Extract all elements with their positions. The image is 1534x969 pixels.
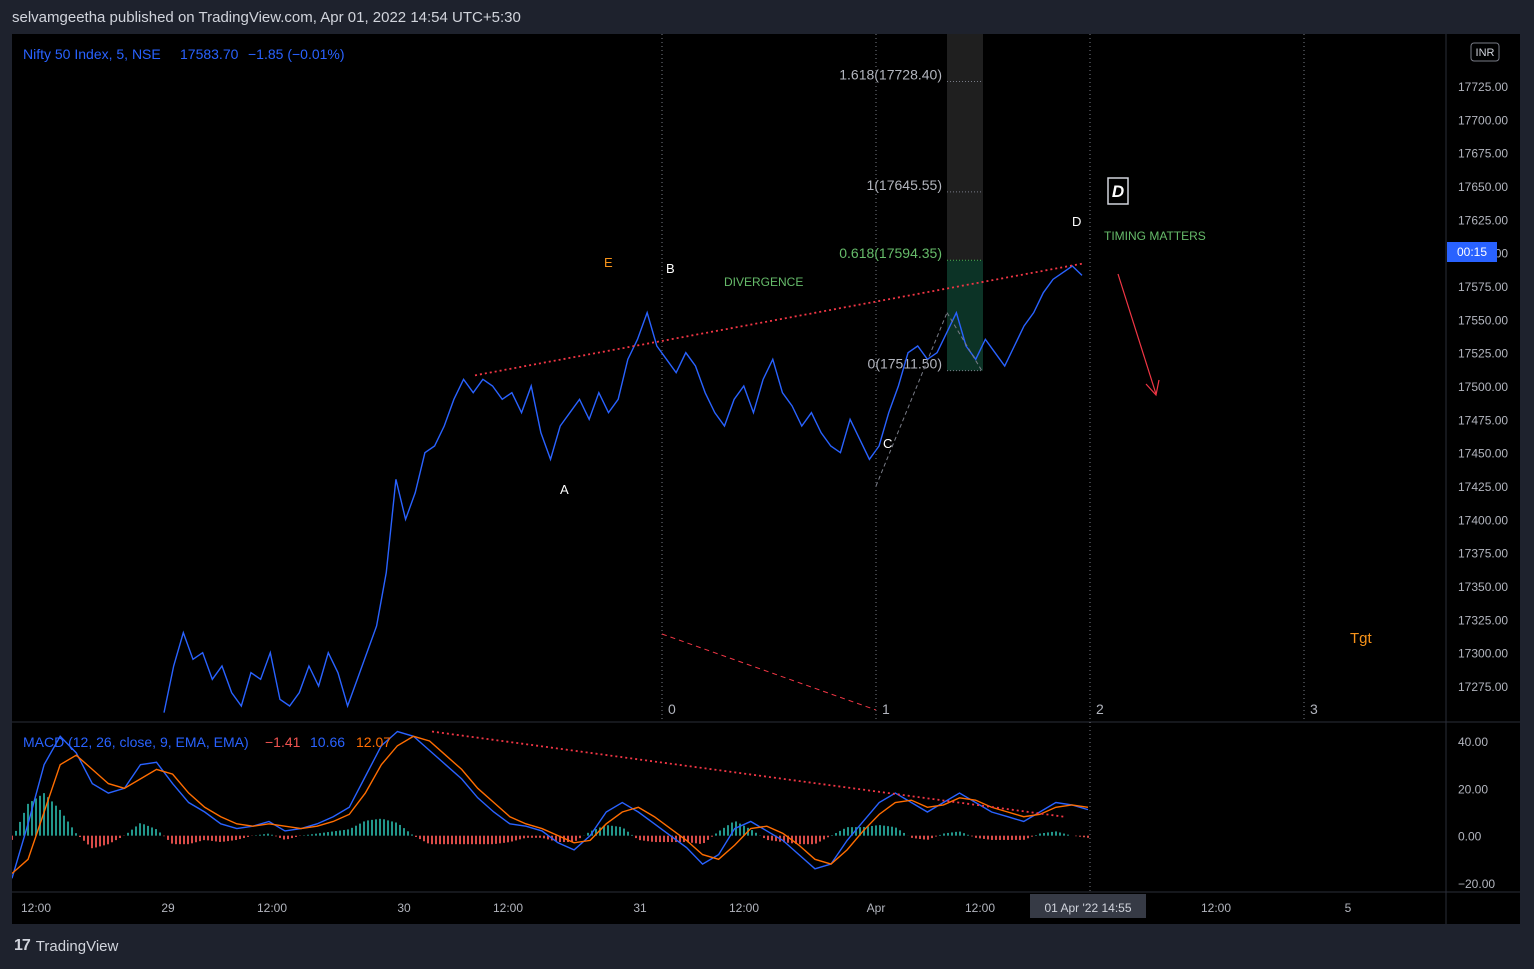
crosshair-time-badge	[1030, 894, 1146, 918]
boxed-d-label: D	[1112, 182, 1124, 201]
wave-d-projection	[946, 312, 984, 373]
price-tick: 17400.00	[1458, 513, 1508, 527]
price-tick: 17425.00	[1458, 480, 1508, 494]
macd-tick: 20.00	[1458, 782, 1488, 796]
price-tick: 17725.00	[1458, 80, 1508, 94]
legend-price: 17583.70	[180, 46, 239, 62]
fib-level-label: 0.618(17594.35)	[839, 245, 942, 261]
tradingview-logo-icon: 17	[14, 937, 31, 954]
cycle-label: 3	[1310, 701, 1318, 717]
time-tick: 5	[1345, 901, 1352, 915]
fib-level-label: 1(17645.55)	[866, 177, 942, 193]
wave-label-b: B	[666, 261, 675, 276]
signal-line	[11, 735, 1089, 875]
fib-lower-zone	[947, 260, 983, 371]
wave-label-d: D	[1072, 214, 1081, 229]
time-tick: 29	[161, 901, 175, 915]
macd-tick: −20.00	[1458, 877, 1495, 891]
macd-tick: 0.00	[1458, 830, 1482, 844]
price-tick: 17575.00	[1458, 280, 1508, 294]
wave-label-e: E	[604, 255, 613, 270]
time-tick: 12:00	[965, 901, 995, 915]
price-tick: 17450.00	[1458, 447, 1508, 461]
divergence-trendline	[474, 262, 1085, 377]
price-tick: 17550.00	[1458, 313, 1508, 327]
crosshair-time-label: 01 Apr '22 14:55	[1044, 901, 1131, 915]
footer-brand[interactable]: 17 TradingView	[14, 937, 118, 955]
time-tick: 12:00	[257, 901, 287, 915]
price-tick: 17500.00	[1458, 380, 1508, 394]
time-tick: 12:00	[729, 901, 759, 915]
cycle-label: 2	[1096, 701, 1104, 717]
macd-legend-title: MACD (12, 26, close, 9, EMA, EMA)	[23, 734, 249, 750]
price-tick: 17650.00	[1458, 180, 1508, 194]
price-tick: 17675.00	[1458, 147, 1508, 161]
price-tick: 17300.00	[1458, 647, 1508, 661]
symbol-legend: Nifty 50 Index, 5, NSE	[23, 46, 161, 62]
cycle-decline-line	[661, 633, 877, 711]
time-tick: 12:00	[1201, 901, 1231, 915]
chart-svg[interactable]: 0 1 2 3 1.618(17728.40) 1(17645.55) 0.618(1759…	[11, 34, 1520, 924]
price-tick: 17475.00	[1458, 413, 1508, 427]
macd-legend-hist: −1.41	[265, 734, 301, 750]
macd-legend-signal: 12.07	[356, 734, 391, 750]
down-arrow-head	[1145, 379, 1160, 397]
price-tick: 17700.00	[1458, 113, 1508, 127]
target-label: Tgt	[1350, 630, 1373, 647]
divergence-label: DIVERGENCE	[724, 275, 803, 289]
countdown-label: 00:15	[1457, 245, 1487, 259]
countdown-badge	[1447, 242, 1497, 262]
time-tick: 12:00	[493, 901, 523, 915]
time-tick: Apr	[867, 901, 886, 915]
fib-level-label: 1.618(17728.40)	[839, 66, 942, 82]
legend-change: −1.85 (−0.01%)	[248, 46, 345, 62]
chart-frame[interactable]: 0 1 2 3 1.618(17728.40) 1(17645.55) 0.618(1759…	[11, 34, 1520, 924]
time-tick: 12:00	[21, 901, 51, 915]
down-arrow-line	[1117, 273, 1157, 395]
boxed-d-frame	[1107, 177, 1129, 205]
macd-divergence-line	[431, 730, 1065, 818]
fib-upper-zone	[947, 34, 983, 261]
cycle-label: 1	[882, 701, 890, 717]
macd-tick: 40.00	[1458, 735, 1488, 749]
wave-label-c: C	[883, 436, 892, 451]
price-tick: 17375.00	[1458, 547, 1508, 561]
cycle-label: 0	[668, 701, 676, 717]
price-tick: 17525.00	[1458, 347, 1508, 361]
currency-label: INR	[1476, 47, 1495, 59]
price-tick: 17325.00	[1458, 613, 1508, 627]
time-tick: 31	[633, 901, 647, 915]
price-tick: 17275.00	[1458, 680, 1508, 694]
macd-line	[11, 730, 1089, 879]
currency-badge	[1470, 42, 1500, 62]
time-tick: 30	[397, 901, 411, 915]
publish-line: selvamgeetha published on TradingView.co…	[12, 9, 521, 26]
brand-name: TradingView	[35, 937, 119, 955]
price-tick: 17350.00	[1458, 580, 1508, 594]
timing-label: TIMING MATTERS	[1104, 229, 1206, 243]
price-tick: 17625.00	[1458, 213, 1508, 227]
wave-label-a: A	[560, 482, 569, 497]
price-line	[163, 265, 1083, 713]
wave-c-projection	[875, 312, 948, 487]
macd-legend-macd: 10.66	[310, 734, 345, 750]
